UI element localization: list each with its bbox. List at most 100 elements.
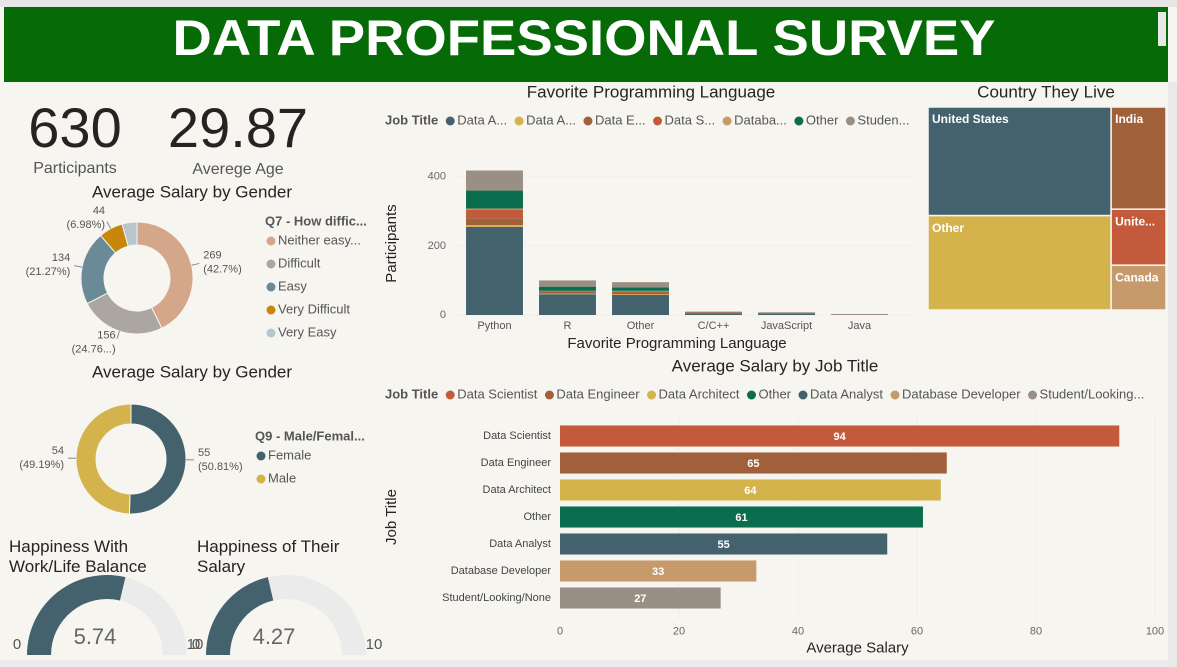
x-tick-label: JavaScript: [761, 320, 812, 332]
donut-slice: [75, 403, 132, 515]
data-label: 134: [52, 252, 70, 264]
data-label: 44: [93, 205, 105, 217]
toolbar-strip: [0, 0, 1177, 7]
bar-segment: [466, 170, 523, 191]
bar-segment: [539, 291, 596, 294]
legend-label: Databa...: [734, 112, 787, 127]
donut-slice: [121, 221, 138, 247]
y-axis-label: Participants: [383, 204, 400, 282]
y-tick-label: Data Engineer: [481, 457, 552, 469]
treemap-tile: [1110, 264, 1167, 311]
legend-label: Studen...: [857, 112, 909, 127]
legend-title: Q7 - How diffic...: [265, 213, 367, 228]
legend-label: Other: [806, 112, 839, 127]
y-tick-label: Other: [523, 511, 551, 523]
legend-label: Very Difficult: [278, 301, 350, 316]
legend-label: Data S...: [665, 112, 716, 127]
x-tick-label: 40: [792, 625, 804, 637]
legend-title: Job Title: [385, 112, 438, 127]
treemap-tile: [927, 106, 1112, 217]
chart-title: Country They Live: [977, 82, 1115, 101]
leader-line: [74, 265, 83, 268]
gauge-title: Happiness of Their Salary: [197, 537, 340, 576]
x-tick-label: 60: [911, 625, 923, 637]
legend-swatch: [266, 305, 276, 315]
legend-label: Data Scientist: [457, 386, 538, 401]
data-label: 54: [52, 445, 64, 457]
y-tick-label: Student/Looking/None: [442, 592, 551, 604]
bar-segment: [466, 208, 523, 210]
x-axis-label: Average Salary: [806, 639, 909, 656]
data-label: 33: [652, 566, 664, 578]
legend-swatch: [514, 116, 524, 126]
chart-title: Average Salary by Gender: [92, 362, 292, 381]
legend-swatch: [266, 236, 276, 246]
scrollbar[interactable]: [1158, 12, 1166, 46]
treemap-tile: [1110, 106, 1167, 210]
kpi-label: Participants: [33, 160, 117, 177]
legend-label: Data E...: [595, 112, 646, 127]
legend-label: Data Engineer: [556, 386, 640, 401]
legend-label: Student/Looking...: [1040, 386, 1145, 401]
x-tick-label: 0: [557, 625, 563, 637]
bar-segment: [539, 280, 596, 287]
y-tick-label: 200: [428, 240, 446, 252]
gauge-max: 10: [187, 636, 204, 653]
legend-label: Easy: [278, 278, 307, 293]
legend-label: Female: [268, 447, 311, 462]
bar: [560, 479, 941, 501]
tile-label: Canada: [1115, 270, 1159, 284]
chart-title: Favorite Programming Language: [527, 82, 776, 101]
tile-label: United States: [932, 112, 1009, 126]
bar-segment: [466, 225, 523, 227]
gauge-min: 0: [13, 636, 21, 653]
tile-label: Other: [932, 221, 964, 235]
y-tick-label: 0: [440, 309, 446, 321]
legend-swatch: [445, 116, 455, 126]
x-tick-label: C/C++: [698, 320, 730, 332]
data-label: (24.76...): [72, 343, 116, 355]
page-title: DATA PROFESSIONAL SURVEY: [173, 10, 996, 66]
leader-line: [106, 221, 112, 229]
y-tick-label: Data Analyst: [489, 538, 551, 550]
data-label: (50.81%): [198, 461, 243, 473]
treemap-tile: [927, 214, 1112, 311]
legend-swatch: [445, 390, 455, 400]
legend-label: Other: [758, 386, 791, 401]
x-tick-label: Python: [477, 320, 511, 332]
bar-segment: [466, 218, 523, 226]
y-axis-label: Job Title: [383, 489, 400, 545]
legend-swatch: [266, 282, 276, 292]
bar: [560, 425, 1120, 447]
legend-swatch: [647, 390, 657, 400]
bar-segment: [466, 190, 523, 209]
data-label: 55: [718, 539, 730, 551]
legend-swatch: [890, 390, 900, 400]
x-tick-label: R: [564, 320, 572, 332]
gauge-value-label: 5.74: [74, 624, 117, 649]
legend-swatch: [1028, 390, 1038, 400]
gauge-value: [27, 575, 126, 655]
y-tick-label: Data Architect: [483, 484, 551, 496]
bar-segment: [758, 312, 815, 313]
legend-label: Data A...: [457, 112, 507, 127]
legend-swatch: [256, 451, 266, 461]
bottom-strip: [0, 660, 1168, 667]
legend-swatch: [746, 390, 756, 400]
data-label: (42.7%): [203, 263, 242, 275]
header-band: [4, 7, 1168, 82]
legend-swatch: [266, 328, 276, 338]
legend-title: Job Title: [385, 386, 438, 401]
bar-segment: [612, 282, 669, 288]
y-tick-label: Data Scientist: [483, 430, 551, 442]
kpi-value: 29.87: [168, 96, 308, 159]
bar-segment: [612, 294, 669, 295]
bar-segment: [612, 294, 669, 315]
data-label: 269: [203, 249, 221, 261]
leader-line: [191, 262, 200, 266]
legend-swatch: [722, 116, 732, 126]
bar: [560, 560, 757, 582]
legend-swatch: [266, 259, 276, 269]
bar-segment: [758, 313, 815, 315]
